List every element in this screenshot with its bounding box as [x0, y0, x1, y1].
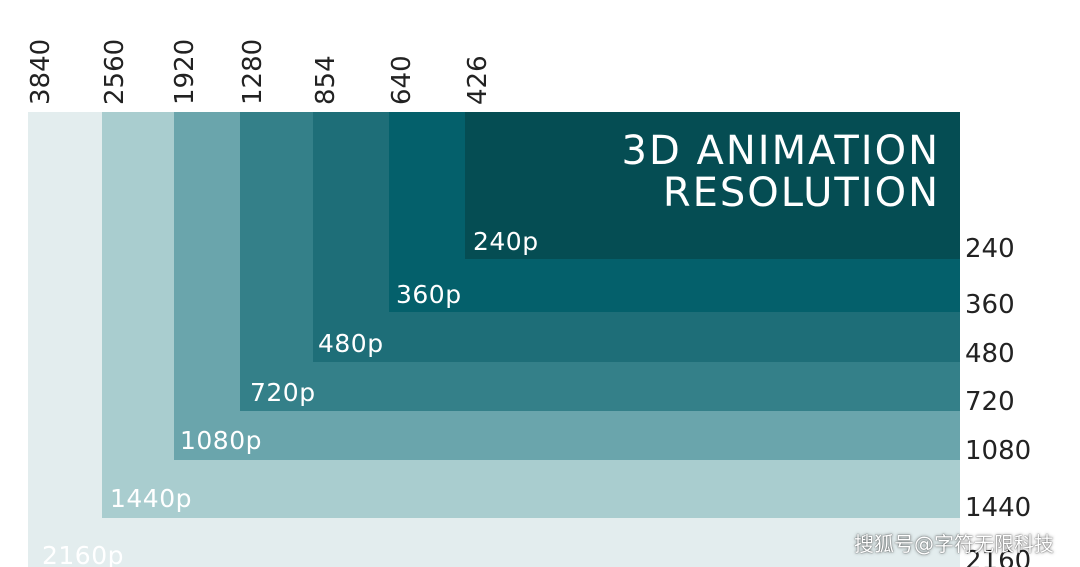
width-label-1920: 1920 [170, 38, 200, 105]
label-480p: 480p [318, 329, 384, 358]
width-label-854: 854 [311, 55, 341, 105]
width-label-426: 426 [463, 55, 493, 105]
label-720p: 720p [250, 378, 316, 407]
height-label-2160: 2160 [965, 546, 1032, 567]
height-label-360: 360 [965, 290, 1015, 320]
height-label-1080: 1080 [965, 436, 1032, 466]
width-label-2560: 2560 [100, 38, 130, 105]
label-360p: 360p [396, 280, 462, 309]
watermark-text: 搜狐号@字符无限科技 [854, 532, 1054, 556]
height-label-240: 240 [965, 234, 1015, 264]
height-label-1440: 1440 [965, 493, 1032, 523]
height-label-480: 480 [965, 339, 1015, 369]
height-label-720: 720 [965, 387, 1015, 417]
title-line-2: RESOLUTION [662, 170, 940, 216]
width-label-640: 640 [387, 55, 417, 105]
label-240p: 240p [473, 227, 539, 256]
diagram-title: 3D ANIMATION RESOLUTION [622, 130, 940, 214]
label-2160p: 2160p [42, 541, 124, 567]
width-label-3840: 3840 [26, 38, 56, 105]
rect-240p [465, 112, 960, 259]
label-1440p: 1440p [110, 484, 192, 513]
width-label-1280: 1280 [238, 38, 268, 105]
label-1080p: 1080p [180, 426, 262, 455]
title-line-1: 3D ANIMATION [621, 128, 940, 174]
